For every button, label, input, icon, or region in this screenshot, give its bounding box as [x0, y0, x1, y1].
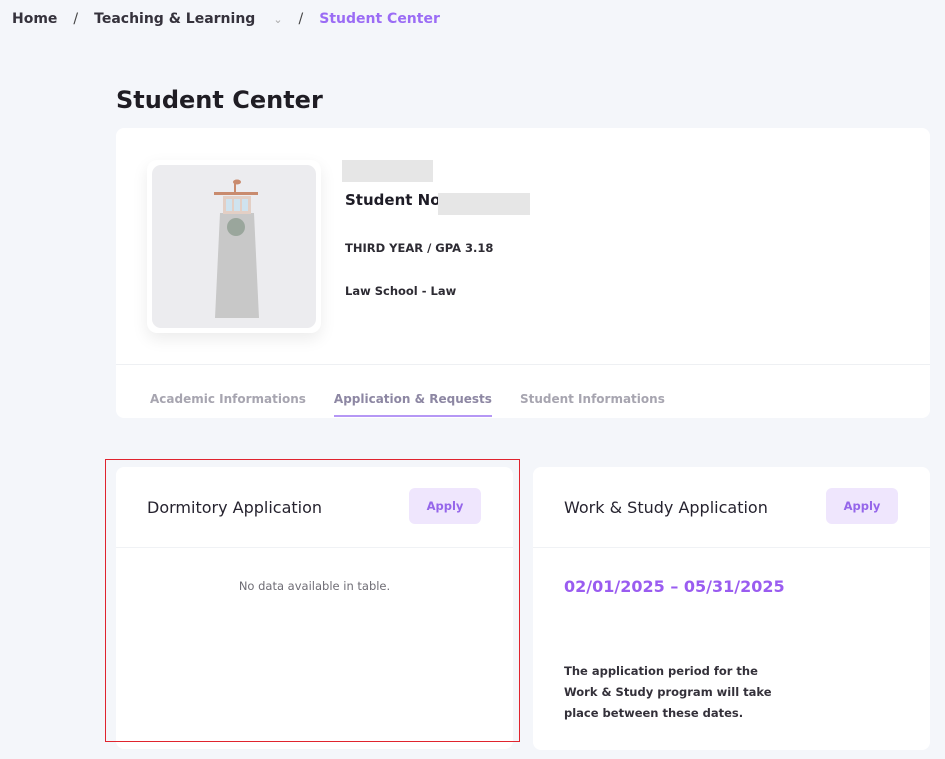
name-redacted: [342, 160, 433, 182]
breadcrumb-separator: /: [298, 11, 304, 27]
work-study-apply-button[interactable]: Apply: [826, 488, 898, 524]
application-description: The application period for the Work & St…: [564, 664, 772, 720]
divider: [116, 547, 513, 548]
work-study-application-card: Work & Study Application Apply 02/01/202…: [533, 467, 930, 750]
highlight-box: [105, 459, 520, 742]
dormitory-application-card: Dormitory Application Apply No data avai…: [116, 467, 513, 749]
tab-application-requests[interactable]: Application & Requests: [333, 392, 492, 417]
profile-photo: [147, 160, 321, 333]
dormitory-title: Dormitory Application: [147, 498, 323, 517]
empty-table-message: No data available in table.: [238, 579, 391, 593]
tab-student-informations[interactable]: Student Informations: [519, 392, 665, 406]
tab-academic-informations[interactable]: Academic Informations: [150, 392, 306, 406]
breadcrumb: Home / Teaching & Learning ⌄ / Student C…: [12, 11, 440, 27]
school: Law School - Law: [345, 284, 457, 298]
profile-tabs: Academic Informations Application & Requ…: [150, 392, 665, 417]
breadcrumb-home[interactable]: Home: [12, 11, 58, 27]
profile-card: Student No THIRD YEAR / GPA 3.18 Law Sch…: [116, 128, 930, 418]
clock-tower-icon: [214, 179, 259, 318]
student-no-redacted: [438, 193, 530, 215]
year-gpa: THIRD YEAR / GPA 3.18: [345, 241, 494, 255]
divider: [533, 547, 930, 548]
breadcrumb-teaching-learning[interactable]: Teaching & Learning: [94, 11, 256, 27]
breadcrumb-current: Student Center: [319, 11, 440, 27]
page-title: Student Center: [116, 86, 323, 114]
work-study-title: Work & Study Application: [564, 498, 768, 517]
divider: [116, 364, 930, 365]
chevron-down-icon[interactable]: ⌄: [273, 12, 283, 26]
application-period: 02/01/2025 – 05/31/2025: [564, 577, 785, 596]
dormitory-apply-button[interactable]: Apply: [409, 488, 481, 524]
student-no-label: Student No: [345, 191, 441, 209]
breadcrumb-separator: /: [73, 11, 79, 27]
